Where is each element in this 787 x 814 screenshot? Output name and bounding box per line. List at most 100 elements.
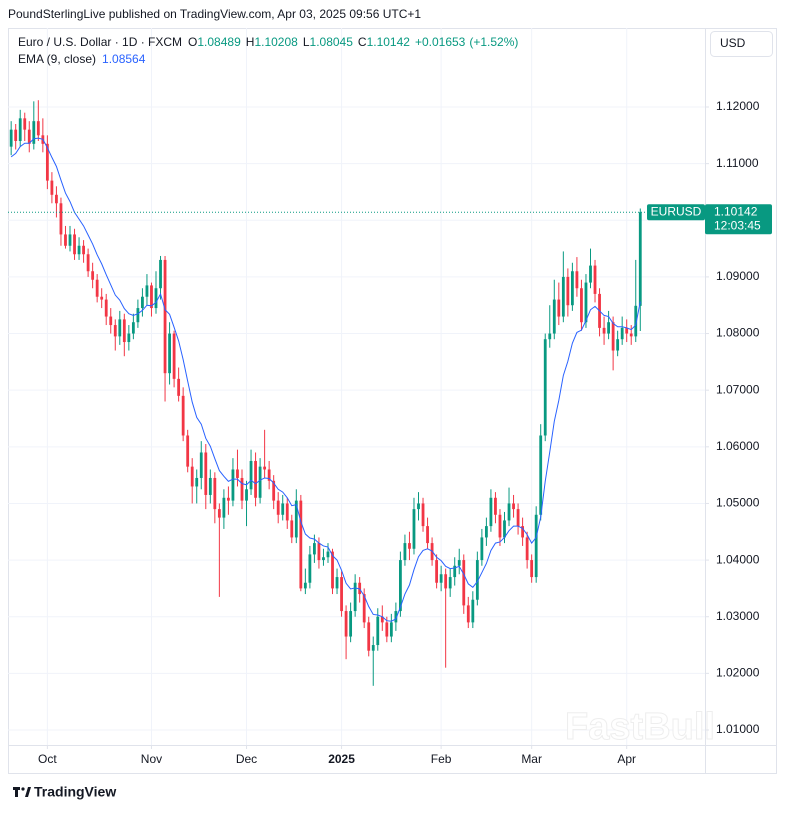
candle-body [353, 582, 357, 612]
candle-body [385, 622, 389, 637]
candle-body [122, 319, 126, 343]
tradingview-logo [13, 787, 31, 797]
candle-body [32, 121, 36, 144]
logo-shape [25, 787, 31, 797]
close-value: 1.10142 [367, 35, 411, 49]
y-tick-label: 1.09000 [716, 269, 760, 283]
candle-body [172, 333, 176, 379]
candle-body [575, 271, 579, 289]
candle-body [276, 500, 280, 515]
candle-body [620, 327, 624, 340]
indicator-value: 1.08564 [102, 52, 146, 66]
candle-body [457, 560, 461, 566]
change-percent: (+1.52%) [469, 35, 518, 49]
x-tick-label: 2025 [328, 752, 355, 766]
candle-body [231, 469, 235, 501]
candle-body [199, 452, 203, 478]
candle-body [362, 594, 366, 623]
change-value: +0.01653 [415, 35, 466, 49]
candle-body [145, 285, 149, 297]
candle-body [136, 308, 140, 323]
candle-body [159, 259, 162, 289]
candle-body [525, 537, 529, 561]
candle-body [462, 560, 466, 606]
open-value: 1.08489 [197, 35, 241, 49]
candle-body [530, 560, 534, 578]
y-tick-label: 1.12000 [716, 99, 760, 113]
symbol-tag-label: EURUSD [651, 204, 702, 218]
candle-body [217, 509, 221, 518]
candle-body [73, 234, 76, 255]
candle-body [543, 339, 547, 436]
candle-body [313, 543, 316, 555]
candle-body [68, 234, 72, 246]
candle-body [471, 599, 475, 623]
x-tick-label: Mar [521, 752, 542, 766]
candle-body [593, 265, 597, 294]
grid [8, 28, 705, 745]
candle-body [444, 574, 448, 589]
candle-body [195, 477, 199, 487]
candle-body [625, 327, 629, 334]
candle-body [340, 577, 343, 612]
candle-body [421, 503, 425, 527]
candle-body [512, 503, 515, 510]
candle-body [371, 645, 375, 651]
last-price-label: 1.10142 [714, 204, 758, 218]
candle-body [263, 466, 267, 470]
candle-body [86, 254, 90, 272]
currency-button[interactable] [710, 31, 773, 57]
candle-body [249, 460, 253, 490]
candle-body [408, 543, 411, 549]
candle-body [267, 469, 271, 481]
low-value: 1.08045 [310, 35, 354, 49]
x-tick-label: Oct [38, 752, 57, 766]
candle-body [453, 565, 457, 578]
low-label: L [303, 35, 310, 49]
candle-body [131, 322, 135, 334]
candle-body [236, 469, 239, 478]
candle-body [494, 497, 497, 515]
symbol-tag [647, 204, 705, 221]
x-tick-label: Nov [141, 752, 162, 766]
candle-body [245, 489, 248, 501]
indicator-line: EMA (9, close) 1.08564 [18, 52, 146, 66]
candle-body [358, 582, 362, 595]
candle-body [281, 503, 285, 515]
y-tick-label: 1.03000 [716, 609, 760, 623]
high-value: 1.10208 [254, 35, 298, 49]
candle-body [59, 203, 63, 235]
candle-body [335, 577, 339, 589]
candle-body [489, 497, 493, 527]
plot [8, 100, 705, 686]
ema-line [10, 137, 641, 622]
candle-body [521, 526, 525, 538]
candle-body [9, 129, 13, 147]
candle-body [611, 322, 615, 351]
candle-body [213, 477, 217, 510]
candle-body [580, 288, 583, 323]
candle-body [516, 509, 520, 527]
candle-body [45, 143, 49, 181]
legend-line: Euro / U.S. Dollar · 1D · FXCM O1.08489 H1… [18, 35, 518, 49]
candle-body [308, 554, 312, 583]
currency-label[interactable]: USD [720, 36, 746, 50]
footer-brand: TradingView [34, 784, 116, 800]
candle-body [403, 543, 407, 561]
candle-body [634, 305, 638, 337]
candle-body [326, 551, 330, 558]
candle-body [272, 480, 276, 501]
candle-body [570, 271, 574, 306]
candle-body [475, 560, 479, 600]
logo-shape [21, 787, 25, 791]
candle-body [349, 611, 353, 637]
publish-header: PoundSterlingLive published on TradingVi… [8, 7, 421, 21]
candle-body [303, 582, 307, 589]
logo-shape [15, 787, 18, 797]
candle-body [254, 460, 257, 498]
candle-body [50, 180, 54, 195]
candle-body [163, 259, 167, 374]
candle-body [154, 288, 158, 309]
